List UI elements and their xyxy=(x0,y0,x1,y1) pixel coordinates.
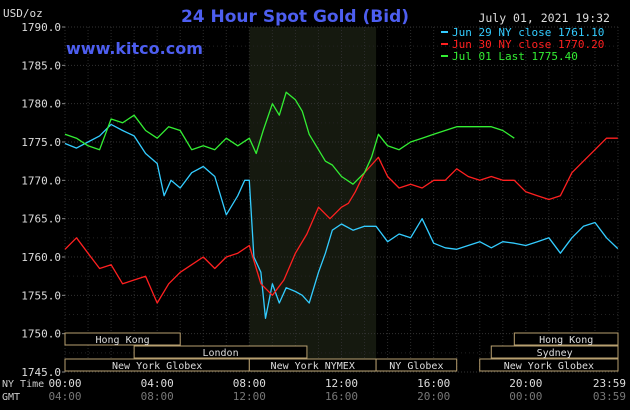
y-tick-label: 1755.0 xyxy=(21,289,61,302)
website-watermark: www.kitco.com xyxy=(66,39,203,58)
legend-entry: Jun 29 NY close 1761.10 xyxy=(452,26,604,39)
series-line xyxy=(64,137,618,304)
session-label: New York NYMEX xyxy=(271,361,355,372)
y-tick-label: 1775.0 xyxy=(21,136,61,149)
y-tick-label: 1760.0 xyxy=(21,251,61,264)
date-stamp: July 01, 2021 19:32 xyxy=(478,11,610,25)
y-tick-label: 1745.0 xyxy=(21,366,61,379)
series-layer xyxy=(64,91,619,319)
x-axis-ticks: 00:0004:0004:0008:0008:0012:0012:0016:00… xyxy=(48,377,626,403)
session-label: Sydney xyxy=(537,348,573,359)
chart-title: 24 Hour Spot Gold (Bid) xyxy=(181,7,409,27)
market-sessions: Hong Kong Hong Kong London Sydney New York G… xyxy=(64,332,619,372)
x-tick-label-gmt: 03:59 xyxy=(593,390,626,403)
x-tick-label-gmt: 00:00 xyxy=(509,390,542,403)
x-tick-label-gmt: 20:00 xyxy=(417,390,450,403)
session-label: London xyxy=(202,348,238,359)
x-tick-label-ny: 12:00 xyxy=(325,377,358,390)
session-box xyxy=(64,332,181,346)
session-box xyxy=(133,345,308,359)
gmt-label: GMT xyxy=(2,392,20,403)
session-box xyxy=(479,358,619,372)
x-tick-label-gmt: 08:00 xyxy=(141,390,174,403)
y-tick-label: 1785.0 xyxy=(21,59,61,72)
series-line xyxy=(64,123,619,319)
unit-label: USD/oz xyxy=(3,7,43,20)
grid-lines xyxy=(64,26,619,373)
y-tick-label: 1770.0 xyxy=(21,174,61,187)
session-label: NY Globex xyxy=(389,361,443,372)
nymex-shaded-zone xyxy=(249,27,377,372)
y-tick-label: 1765.0 xyxy=(21,213,61,226)
x-tick-label-ny: 08:00 xyxy=(233,377,266,390)
session-box xyxy=(490,345,619,359)
series-line xyxy=(64,91,515,185)
x-tick-label-ny: 20:00 xyxy=(509,377,542,390)
y-tick-label: 1790.0 xyxy=(21,21,61,34)
x-tick-label-gmt: 16:00 xyxy=(325,390,358,403)
x-tick-label-ny: 16:00 xyxy=(417,377,450,390)
x-tick-label-ny: 00:00 xyxy=(48,377,81,390)
session-box xyxy=(513,332,619,346)
x-tick-label-ny: 04:00 xyxy=(141,377,174,390)
legend-entry: Jul 01 Last 1775.40 xyxy=(452,50,578,63)
y-axis-ticks: 1745.0 1750.0 1755.0 1760.0 1765.0 1770.0 1775… xyxy=(21,21,65,379)
session-label: New York Globex xyxy=(112,361,202,372)
session-label: New York Globex xyxy=(504,361,594,372)
legend-entry: Jun 30 NY close 1770.20 xyxy=(452,38,604,51)
session-label: Hong Kong xyxy=(96,335,150,346)
y-tick-label: 1780.0 xyxy=(21,98,61,111)
session-label: Hong Kong xyxy=(539,335,593,346)
x-tick-label-gmt: 12:00 xyxy=(233,390,266,403)
x-tick-label-gmt: 04:00 xyxy=(48,390,81,403)
x-tick-label-ny: 23:59 xyxy=(593,377,626,390)
y-tick-label: 1750.0 xyxy=(21,328,61,341)
ny-time-label: NY Time xyxy=(2,379,44,390)
session-box xyxy=(375,358,458,372)
